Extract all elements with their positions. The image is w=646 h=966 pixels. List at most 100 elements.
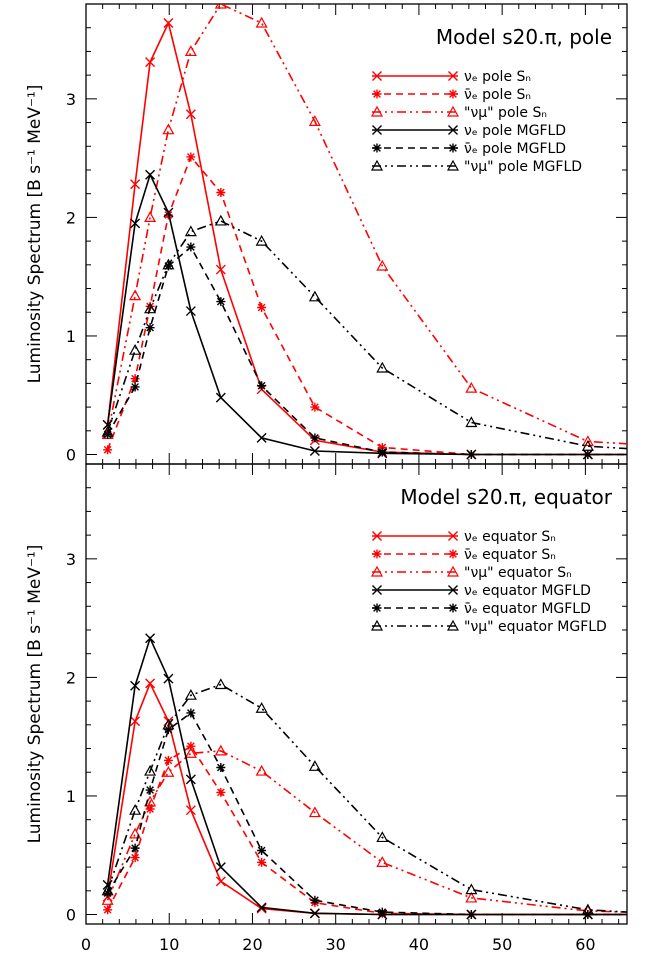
data-point [162, 766, 175, 777]
legend-marker [446, 105, 460, 117]
data-point [465, 381, 478, 393]
data-point [256, 903, 267, 914]
legend-marker [372, 585, 382, 595]
data-point [101, 894, 114, 905]
legend-marker [370, 159, 384, 171]
data-point [215, 862, 226, 873]
legend-marker [372, 603, 382, 613]
x-tick-label: 0 [81, 935, 91, 954]
data-point [186, 242, 196, 252]
data-point [377, 907, 387, 917]
legend-marker [372, 143, 382, 153]
data-point [581, 439, 594, 451]
legend-marker [372, 531, 382, 541]
y-tick-label: 3 [66, 90, 76, 109]
data-point [130, 843, 140, 853]
legend-entry: νₑ pole Sₙ [464, 69, 531, 85]
series-line [106, 20, 627, 456]
data-point [185, 306, 196, 317]
data-point [255, 234, 268, 246]
legend-marker [448, 585, 458, 595]
data-point [257, 381, 267, 391]
data-point [376, 831, 389, 843]
data-point [144, 764, 157, 776]
data-point [103, 888, 113, 898]
data-point [162, 123, 175, 135]
data-point [145, 57, 156, 68]
data-point [186, 708, 196, 718]
data-point [216, 787, 226, 797]
data-point [308, 806, 321, 818]
legend-entry: ν̄ₑ equator Sₙ [464, 547, 556, 563]
data-point [215, 876, 226, 887]
series-layer [101, 4, 627, 460]
data-point [255, 701, 268, 713]
data-point [144, 211, 157, 223]
series-line [106, 681, 627, 916]
data-point [145, 785, 155, 795]
data-point [583, 910, 593, 920]
data-point [308, 115, 321, 126]
data-point [376, 259, 389, 271]
legend-marker [372, 125, 382, 135]
series-line [106, 711, 627, 916]
data-point [255, 764, 268, 776]
data-point [129, 827, 142, 839]
legend-entry: "νμ" pole MGFLD [464, 159, 582, 175]
data-point [186, 152, 196, 162]
legend-marker [448, 125, 458, 135]
legend-marker [446, 565, 460, 577]
y-tick-label: 1 [66, 787, 76, 806]
data-point [185, 805, 196, 816]
data-point [145, 804, 155, 814]
data-point [145, 169, 156, 180]
legend-entry: ν̄ₑ equator MGFLD [464, 601, 591, 617]
legend: νₑ pole Sₙ ν̄ₑ pole Sₙ "νμ" pole Sₙ νₑ pole… [370, 69, 582, 175]
data-point [308, 760, 321, 771]
data-point [185, 774, 196, 785]
data-point [163, 725, 173, 735]
data-point [130, 680, 141, 691]
data-point [129, 343, 142, 355]
panel-pole: 0 1 2 3 Luminosity Spectrum [B s⁻¹ MeV⁻¹] Mod… [25, 3, 628, 465]
legend-marker [372, 71, 382, 81]
legend-marker [370, 105, 384, 117]
data-point [184, 225, 197, 237]
data-point [162, 258, 175, 270]
data-point [310, 402, 320, 412]
data-point [214, 744, 227, 756]
data-point [214, 678, 227, 690]
series-line [106, 4, 627, 445]
panel-title: Model s20.π, equator [400, 485, 612, 509]
data-point [308, 290, 321, 302]
x-tick-label: 50 [492, 935, 512, 954]
data-point [310, 433, 320, 443]
plot-frame [85, 3, 628, 465]
data-point [256, 902, 267, 913]
data-point [214, 4, 227, 9]
panel-title: Model s20.π, pole [436, 25, 612, 49]
y-tick-label: 2 [66, 668, 76, 687]
data-point [185, 109, 196, 120]
data-point [215, 392, 226, 403]
data-point [309, 445, 320, 456]
data-point [101, 425, 114, 437]
y-tick-label: 2 [66, 208, 76, 227]
data-point [145, 678, 156, 689]
legend-entry: "νμ" equator MGFLD [464, 619, 607, 635]
plot-frame [85, 463, 628, 925]
legend: νₑ equator Sₙ ν̄ₑ equator Sₙ "νμ" equator … [370, 529, 607, 635]
data-point [184, 688, 197, 700]
data-point [102, 419, 113, 430]
data-point [103, 429, 113, 439]
legend-marker [448, 549, 458, 559]
data-point [257, 857, 267, 867]
data-point [216, 188, 226, 198]
series-line [106, 245, 627, 456]
data-point [376, 361, 389, 373]
legend-marker [446, 619, 460, 631]
data-point [184, 45, 197, 57]
series-line [106, 750, 627, 913]
x-tick-label: 60 [575, 935, 595, 954]
